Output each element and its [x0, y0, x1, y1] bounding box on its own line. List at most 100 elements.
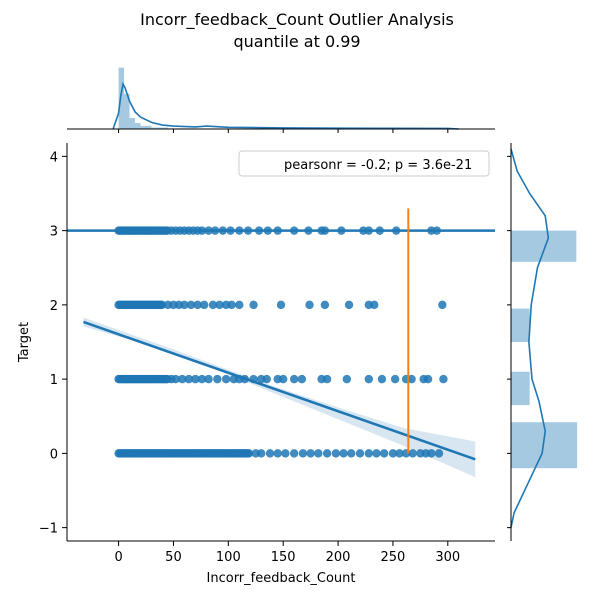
legend-text: pearsonr = -0.2; p = 3.6e-21 — [284, 158, 472, 173]
scatter-point — [184, 374, 194, 384]
y-axis-label: Target — [17, 322, 32, 363]
x-tick-label: 50 — [165, 550, 182, 565]
y-tick-label: 2 — [50, 299, 58, 314]
scatter-point — [355, 449, 365, 458]
scatter-point — [379, 449, 389, 458]
y-histogram-bar — [511, 371, 530, 406]
scatter-point — [314, 449, 323, 458]
y-tick-label: 0 — [50, 447, 58, 462]
scatter-point — [180, 300, 189, 310]
scatter-point — [199, 300, 209, 310]
scatter-point — [423, 374, 433, 384]
scatter-point — [407, 374, 416, 384]
scatter-point — [289, 449, 299, 458]
x-marginal-distribution — [67, 67, 495, 133]
scatter-point — [364, 374, 373, 384]
y-axis-ticks: −1 0 1 2 3 4 — [39, 150, 67, 537]
scatter-point — [390, 374, 400, 384]
scatter-point — [249, 300, 258, 310]
scatter-point — [257, 449, 266, 458]
scatter-point — [342, 374, 352, 384]
scatter-point — [157, 300, 167, 310]
scatter-point — [273, 449, 282, 458]
legend-box — [238, 150, 490, 177]
regression-line — [83, 320, 476, 461]
confidence-band — [83, 317, 476, 478]
scatter-point — [438, 300, 447, 310]
regression-lines — [67, 229, 495, 461]
y-kde-curve — [510, 148, 550, 528]
scatter-point — [204, 374, 213, 384]
x-histogram-bar — [118, 67, 125, 129]
scatter-point — [427, 449, 436, 458]
y-tick-label: 4 — [50, 150, 58, 165]
scatter-point — [347, 449, 356, 458]
scatter-point — [281, 449, 290, 458]
scatter-point — [377, 374, 387, 384]
scatter-point — [434, 449, 444, 458]
scatter-point — [171, 374, 180, 384]
y-histogram-bar — [511, 230, 577, 262]
x-histogram-bar — [129, 117, 136, 129]
scatter-point — [178, 374, 187, 384]
x-axis-ticks: 0 50 100 150 200 250 300 — [114, 541, 460, 565]
scatter-point — [227, 300, 236, 310]
legend: pearsonr = -0.2; p = 3.6e-21 — [238, 150, 490, 177]
x-tick-label: 150 — [271, 550, 296, 565]
scatter-point — [297, 374, 307, 384]
scatter-point — [388, 449, 398, 458]
scatter-point — [276, 300, 286, 310]
x-axis-label: Incorr_feedback_Count — [207, 571, 356, 586]
chart-title: Incorr_feedback_Count Outlier Analysis — [140, 10, 454, 30]
scatter-point — [193, 300, 202, 310]
scatter-point — [215, 300, 224, 310]
x-tick-label: 200 — [326, 550, 351, 565]
scatter-point — [305, 300, 314, 310]
x-tick-label: 100 — [216, 550, 241, 565]
y-tick-label: 1 — [50, 373, 58, 388]
y-marginal-distribution — [507, 143, 578, 541]
scatter-point — [208, 300, 218, 310]
scatter-point — [370, 300, 379, 310]
scatter-point — [408, 449, 417, 458]
scatter-point — [320, 300, 330, 310]
scatter-point — [298, 449, 308, 458]
scatter-point — [186, 300, 196, 310]
x-tick-label: 300 — [435, 550, 460, 565]
x-kde-curve — [112, 81, 459, 130]
scatter-point — [364, 449, 373, 458]
chart-subtitle: quantile at 0.99 — [233, 32, 360, 51]
scatter-point — [372, 449, 381, 458]
scatter-point — [322, 374, 332, 384]
y-tick-label: 3 — [50, 225, 58, 240]
scatter-point — [213, 374, 222, 384]
scatter-point — [439, 374, 448, 384]
x-tick-label: 250 — [381, 550, 406, 565]
scatter-point — [197, 374, 207, 384]
scatter-point — [278, 374, 288, 384]
scatter-point — [221, 374, 231, 384]
x-histogram-bar — [140, 125, 152, 129]
x-histogram-bar — [135, 123, 141, 129]
scatter-point — [339, 449, 348, 458]
x-histogram-bar — [151, 127, 168, 129]
scatter-point — [235, 300, 244, 310]
main-scatter-axes: 0 50 100 150 200 250 300 −1 0 1 2 3 4 pearsonr = -0… — [39, 143, 495, 565]
scatter-point — [331, 449, 341, 458]
scatter-point — [265, 449, 275, 458]
scatter-points — [114, 226, 448, 458]
scatter-point — [344, 300, 354, 310]
scatter-point — [191, 374, 200, 384]
scatter-point — [262, 374, 271, 384]
y-histogram-bar — [511, 308, 530, 342]
scatter-point — [289, 374, 299, 384]
scatter-point — [306, 449, 315, 458]
regression-confidence-band — [83, 317, 476, 478]
scatter-point — [395, 449, 404, 458]
x-histogram-bar — [124, 93, 130, 129]
y-tick-label: −1 — [39, 522, 58, 537]
scatter-point — [322, 449, 332, 458]
scatter-point — [244, 449, 254, 458]
x-tick-label: 0 — [114, 550, 122, 565]
